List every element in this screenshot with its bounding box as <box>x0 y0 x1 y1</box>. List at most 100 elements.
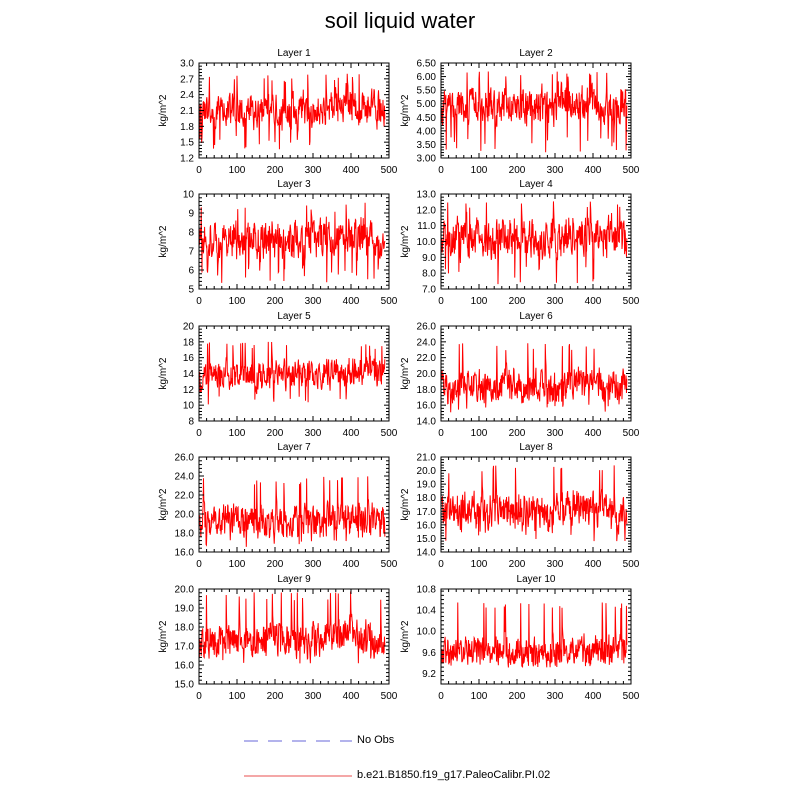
panel-5: 0 100 200 300 400 500 8 10 12 14 16 18 20 Layer 5 kg/m… <box>158 311 398 439</box>
y-tick-label: 9 <box>188 209 194 220</box>
panel-9: 0 100 200 300 400 500 15.0 16.0 17.0 18.0 19.0 20.0… <box>158 574 398 702</box>
series-line-layer-2 <box>440 71 628 153</box>
x-tick-label: 200 <box>509 691 526 702</box>
y-tick-label: 15.0 <box>417 534 437 545</box>
y-tick-label: 10 <box>183 401 195 412</box>
x-tick-label: 300 <box>547 428 564 439</box>
y-tick-label: 4.00 <box>417 126 437 137</box>
plot-frame <box>198 456 390 553</box>
y-tick-label: 17.0 <box>175 642 195 653</box>
x-tick-label: 500 <box>381 691 398 702</box>
y-tick-label: 10.0 <box>417 627 437 638</box>
series-line-layer-6 <box>440 343 628 413</box>
y-tick-label: 6.50 <box>417 59 437 70</box>
x-tick-label: 200 <box>267 428 284 439</box>
panel-title: Layer 1 <box>277 48 311 59</box>
y-tick-label: 9.6 <box>422 648 436 659</box>
x-tick-label: 0 <box>196 691 202 702</box>
y-tick-label: 20.0 <box>175 585 195 596</box>
x-tick-label: 400 <box>343 428 360 439</box>
x-tick-label: 200 <box>267 691 284 702</box>
y-tick-label: 9.2 <box>422 669 436 680</box>
y-tick-label: 20.0 <box>417 466 437 477</box>
x-tick-label: 400 <box>585 428 602 439</box>
x-tick-label: 400 <box>343 691 360 702</box>
panel-title: Layer 3 <box>277 179 311 190</box>
panel-6: 0 100 200 300 400 500 14.0 16.0 18.0 20.0 22.0 24.0… <box>400 311 640 439</box>
panel-10: 0 100 200 300 400 500 9.2 9.6 10.0 10.4 10.8 Layer … <box>400 574 640 702</box>
series-line-layer-3 <box>198 202 386 283</box>
y-tick-label: 19.0 <box>417 480 437 491</box>
x-tick-label: 200 <box>267 165 284 176</box>
y-tick-label: 12 <box>183 385 195 396</box>
y-tick-label: 9.0 <box>422 253 436 264</box>
y-tick-label: 2.7 <box>180 74 194 85</box>
y-tick-label: 10.8 <box>417 585 437 596</box>
series-line-layer-7 <box>198 476 386 547</box>
x-tick-label: 300 <box>547 559 564 570</box>
x-tick-label: 500 <box>381 296 398 307</box>
y-tick-label: 18.0 <box>175 529 195 540</box>
x-tick-label: 500 <box>381 165 398 176</box>
panel-title: Layer 10 <box>517 574 556 585</box>
y-tick-label: 10.4 <box>417 606 437 617</box>
y-tick-label: 8.0 <box>422 269 436 280</box>
x-tick-label: 300 <box>305 559 322 570</box>
x-tick-label: 100 <box>471 559 488 570</box>
panel-title: Layer 6 <box>519 311 553 322</box>
y-tick-label: 24.0 <box>417 337 437 348</box>
x-tick-label: 100 <box>471 428 488 439</box>
y-axis-label: kg/m^2 <box>400 94 411 126</box>
y-tick-label: 2.1 <box>180 106 194 117</box>
y-axis-label: kg/m^2 <box>158 620 169 652</box>
y-tick-label: 5.50 <box>417 86 437 97</box>
x-tick-label: 300 <box>305 428 322 439</box>
x-tick-label: 0 <box>196 559 202 570</box>
x-tick-label: 200 <box>509 559 526 570</box>
x-tick-label: 400 <box>343 296 360 307</box>
y-tick-label: 18 <box>183 337 195 348</box>
x-tick-label: 100 <box>229 559 246 570</box>
x-tick-label: 400 <box>585 165 602 176</box>
panel-title: Layer 7 <box>277 442 311 453</box>
x-tick-label: 0 <box>438 559 444 570</box>
x-tick-label: 100 <box>229 165 246 176</box>
y-axis-label: kg/m^2 <box>158 225 169 257</box>
x-tick-label: 0 <box>438 428 444 439</box>
y-tick-label: 14 <box>183 369 195 380</box>
y-tick-label: 20.0 <box>417 369 437 380</box>
y-tick-label: 6.00 <box>417 72 437 83</box>
y-tick-label: 26.0 <box>175 453 195 464</box>
x-tick-label: 400 <box>585 559 602 570</box>
x-tick-label: 500 <box>623 165 640 176</box>
x-tick-label: 100 <box>229 428 246 439</box>
y-tick-label: 19.0 <box>175 604 195 615</box>
y-tick-label: 3.0 <box>180 59 194 70</box>
x-tick-label: 400 <box>343 165 360 176</box>
x-tick-label: 300 <box>305 691 322 702</box>
series-line-layer-1 <box>198 73 386 150</box>
y-axis-label: kg/m^2 <box>400 357 411 389</box>
x-tick-label: 500 <box>381 559 398 570</box>
x-tick-label: 0 <box>196 165 202 176</box>
plot-frame <box>198 588 390 685</box>
y-tick-label: 20.0 <box>175 510 195 521</box>
y-tick-label: 11.0 <box>417 221 436 232</box>
x-tick-label: 500 <box>623 296 640 307</box>
y-tick-label: 16.0 <box>417 401 437 412</box>
y-axis-label: kg/m^2 <box>400 225 411 257</box>
series-line-layer-8 <box>440 465 628 542</box>
x-tick-label: 200 <box>267 296 284 307</box>
y-tick-label: 8 <box>188 228 194 239</box>
x-tick-label: 200 <box>509 296 526 307</box>
y-tick-label: 16 <box>183 353 195 364</box>
plot-frame <box>198 193 390 290</box>
x-tick-label: 400 <box>585 296 602 307</box>
x-tick-label: 100 <box>471 691 488 702</box>
panel-3: 0 100 200 300 400 500 5 6 7 8 9 10 Layer 3 kg/m^2 <box>158 179 398 307</box>
y-axis-label: kg/m^2 <box>158 94 169 126</box>
y-tick-label: 12.0 <box>417 205 437 216</box>
legend-label-no-obs: No Obs <box>357 734 395 746</box>
x-tick-label: 0 <box>438 296 444 307</box>
y-tick-label: 2.4 <box>180 90 194 101</box>
